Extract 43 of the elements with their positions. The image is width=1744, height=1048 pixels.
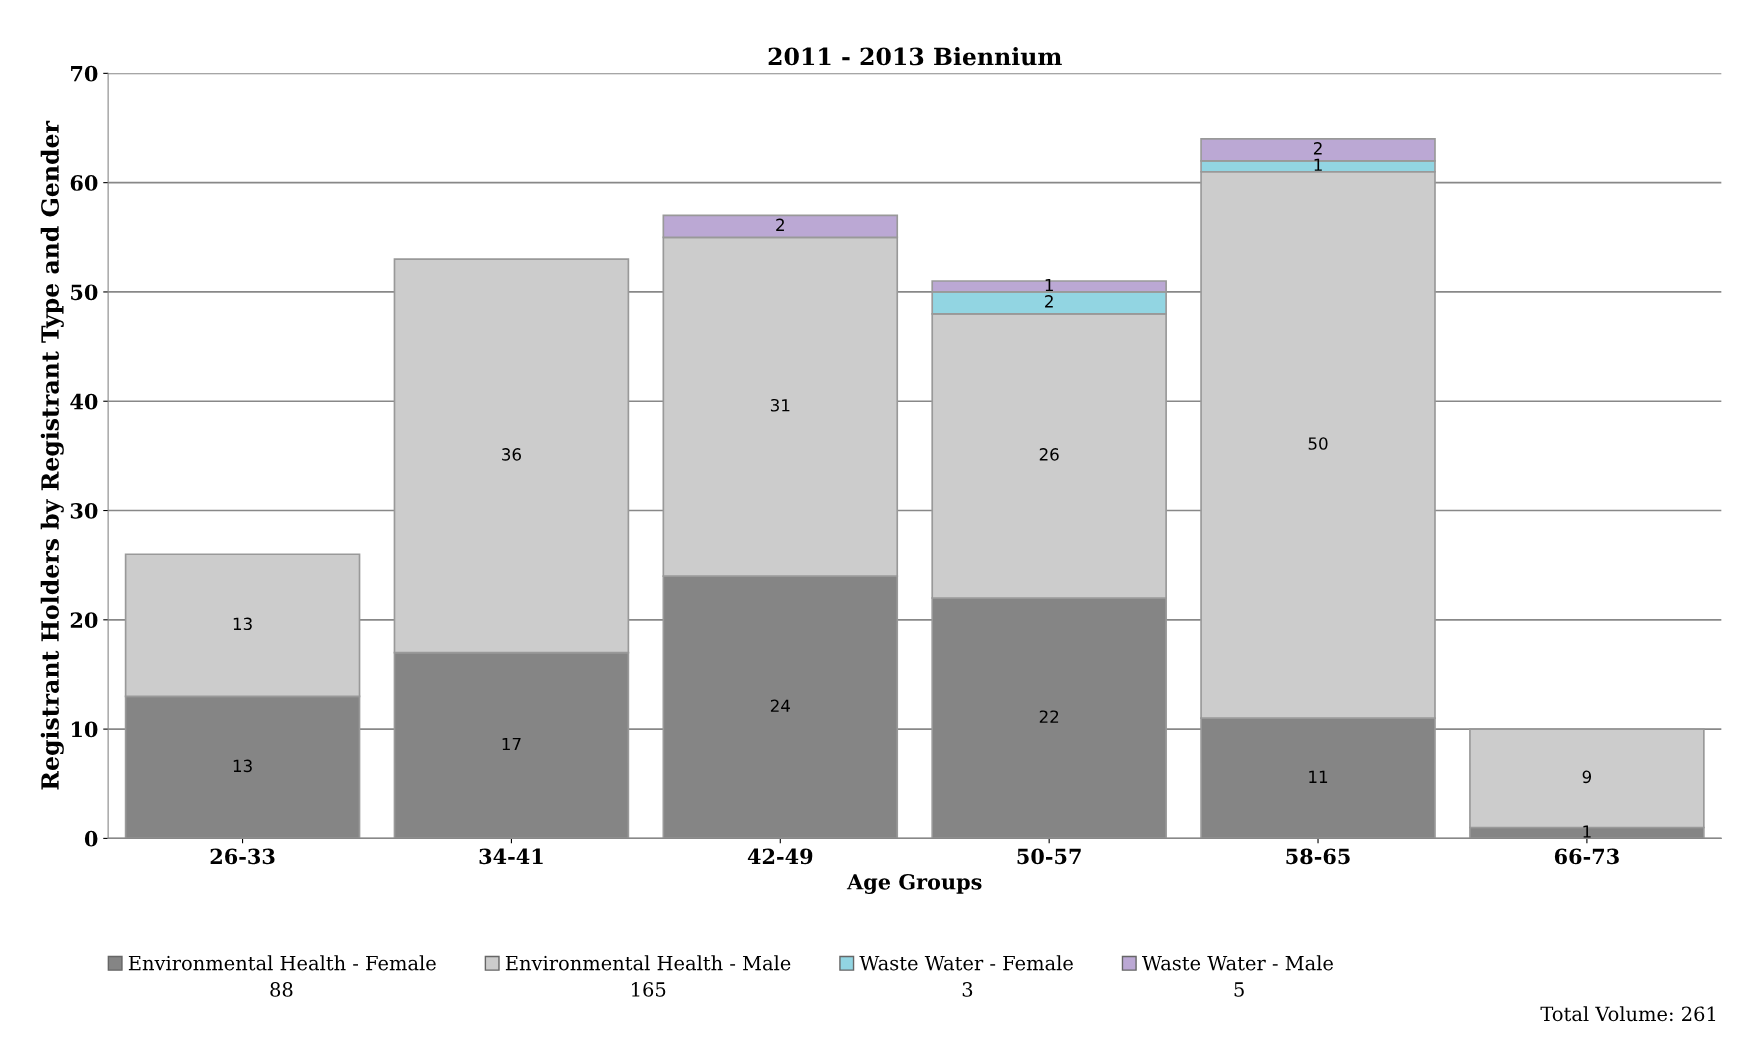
y-tick-label: 0 [84,830,98,847]
y-tick-label: 20 [70,612,98,629]
text: 88 [270,982,293,997]
y-tick-label: 70 [71,65,98,82]
text: Total Volume: 261 [1540,1006,1716,1022]
data-label: 36 [502,448,521,461]
data-label: 31 [770,398,790,412]
data-label: 22 [1039,710,1059,723]
y-tick-label: 60 [70,175,98,191]
x-axis-title: Age Groups [846,873,982,894]
x-tick-label: 66-73 [1554,848,1619,865]
data-label: 9 [1582,770,1592,784]
legend-label: Waste Water - Male [1142,955,1333,971]
x-tick-label: 50-57 [1017,848,1081,865]
text: 5 [1234,982,1244,997]
chart-title: 2011 - 2013 Biennium [768,47,1062,66]
data-label: 11 [1309,770,1328,783]
data-label: 1 [1583,825,1591,838]
y-tick-label: 10 [71,721,98,738]
data-label: 2 [1045,295,1053,308]
y-tick-label: 30 [70,502,98,519]
data-label: 1 [1045,278,1053,292]
x-tick-label: 58-65 [1286,848,1350,865]
x-tick-label: 34-41 [479,848,543,865]
y-tick-label: 50 [71,284,98,301]
data-label: 2 [776,218,784,231]
legend-label: Environmental Health - Male [505,955,791,971]
data-label: 13 [233,759,252,773]
data-label: 24 [770,699,790,712]
legend-label: Environmental Health - Female [128,955,436,971]
data-label: 26 [1039,448,1059,461]
data-label: 13 [233,617,252,631]
x-tick-label: 42-49 [747,848,813,865]
text: 165 [632,982,666,997]
y-tick-label: 40 [70,393,98,410]
y-axis-title: Registrant Holders by Registrant Type and Gender [40,120,64,790]
legend-label: Waste Water - Female [859,955,1073,971]
data-label: 1 [1314,158,1322,171]
text: 3 [962,982,973,997]
data-label: 2 [1313,142,1322,155]
data-label: 50 [1308,437,1328,450]
data-label: 17 [502,737,521,751]
x-tick-label: 26-33 [210,848,275,865]
